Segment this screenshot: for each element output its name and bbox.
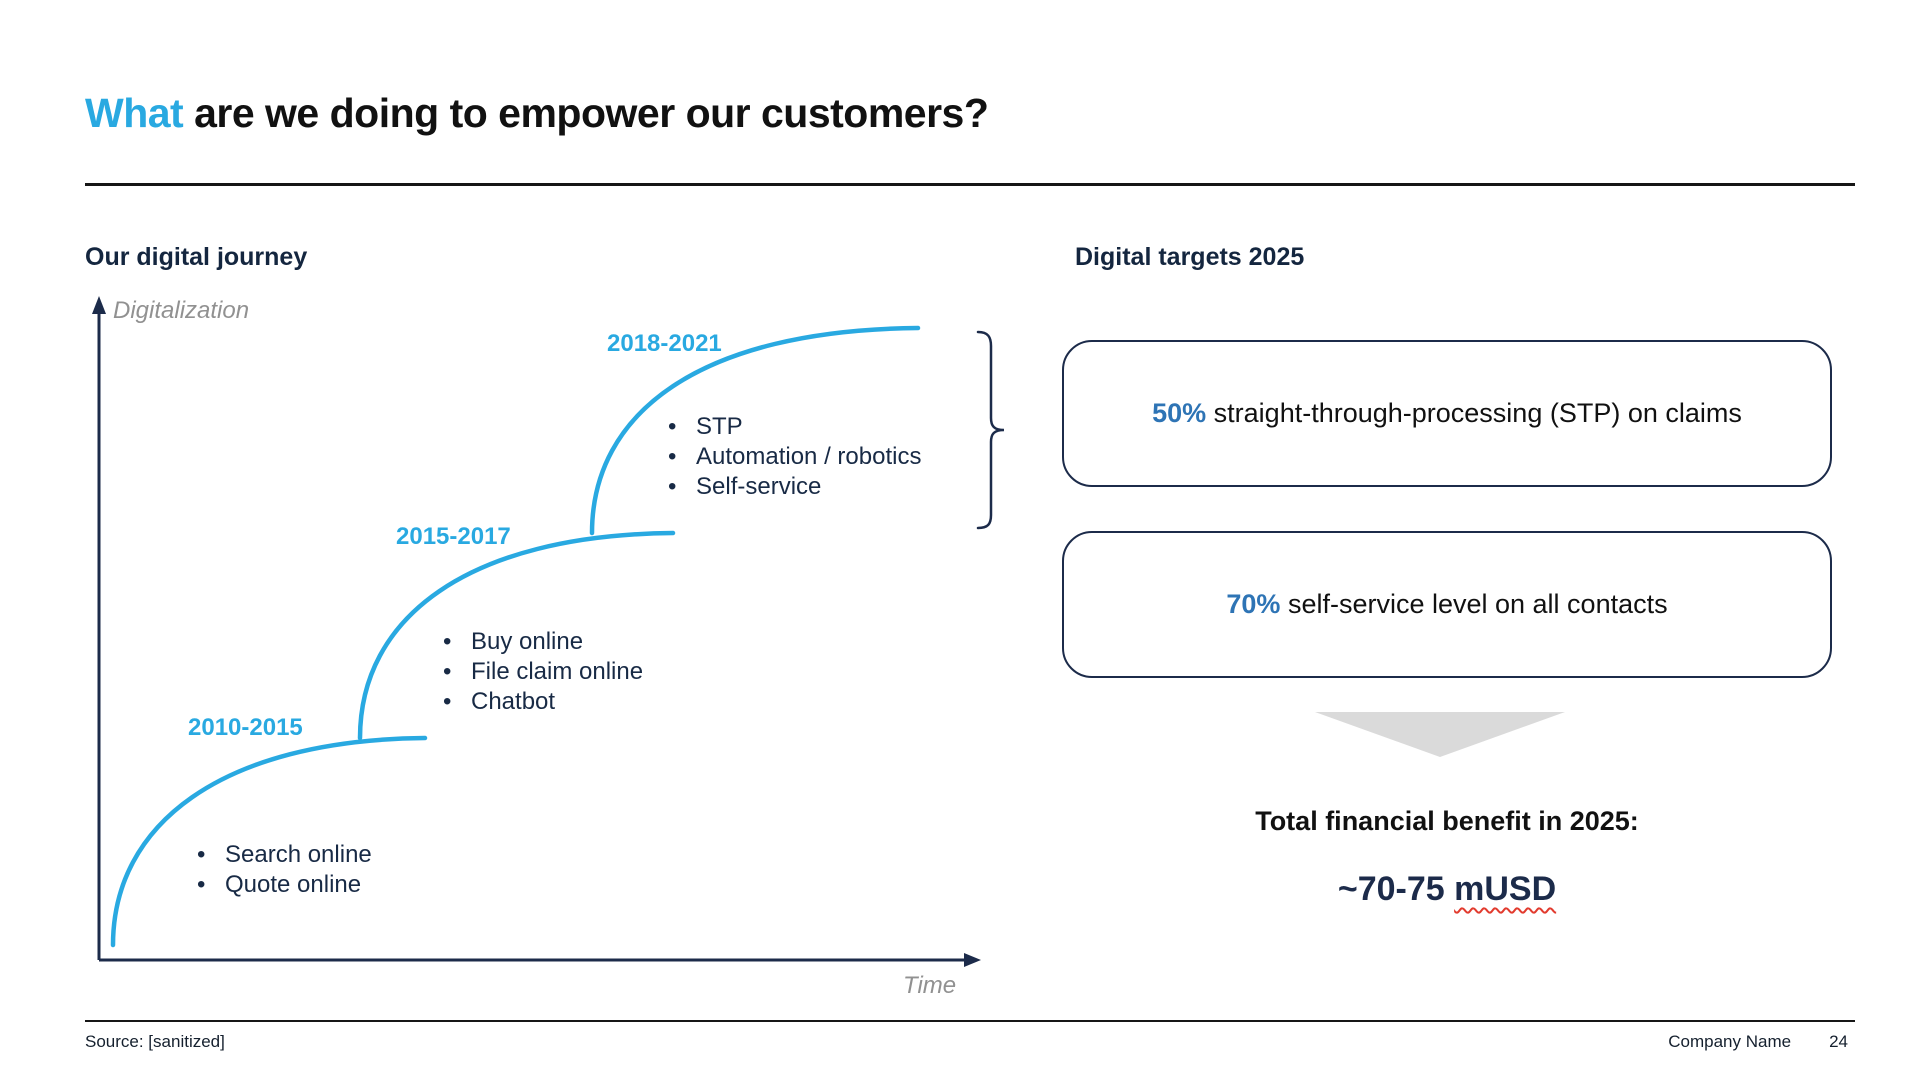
bullet-text: File claim online [471,658,644,685]
target-description: straight-through-processing (STP) on cla… [1206,398,1742,428]
list-item: File claim online [443,657,643,687]
target-box-text: 50% straight-through-processing (STP) on… [1152,398,1742,429]
list-item: Self-service [668,472,921,502]
target-box-text: 70% self-service level on all contacts [1226,589,1667,620]
bullet-text: Chatbot [471,688,556,715]
footer-divider [85,1020,1855,1022]
source-note: Source: [sanitized] [85,1032,225,1051]
list-item: Search online [197,840,372,870]
target-box-stp: 50% straight-through-processing (STP) on… [1062,340,1832,487]
page-title-highlight: What [85,90,184,136]
list-item: Chatbot [443,687,643,717]
benefit-label: Total financial benefit in 2025: [1255,806,1639,836]
bullet-text: Buy online [471,628,584,655]
list-item: Buy online [443,627,643,657]
stage-bullets-2018-2021: STP Automation / robotics Self-service [668,412,921,502]
benefit-value: ~70-75 mUSD [1062,870,1832,909]
journey-heading: Our digital journey [85,243,308,271]
bullet-text: Quote online [225,871,362,898]
target-box-self-service: 70% self-service level on all contacts [1062,531,1832,678]
bullet-text: Search online [225,841,372,868]
stage-bullets-2015-2017: Buy online File claim online Chatbot [443,627,643,717]
brace-icon [976,330,1005,530]
bullet-text: Automation / robotics [696,443,922,470]
footer-right: Company Name 24 [1668,1032,1848,1052]
list-item: Quote online [197,870,372,900]
x-axis-label: Time [903,972,957,999]
list-item: Automation / robotics [668,442,921,472]
list-item: STP [668,412,921,442]
stage-label-2018-2021: 2018-2021 [607,330,722,357]
benefit-amount: ~70-75 [1337,870,1455,908]
targets-heading: Digital targets 2025 [1075,243,1305,271]
y-axis-arrow-icon [92,296,106,314]
bullet-text: Self-service [696,473,822,500]
down-arrow-icon [1315,712,1565,757]
title-divider [85,183,1855,186]
company-name: Company Name [1668,1032,1792,1051]
target-description: self-service level on all contacts [1280,589,1668,619]
curve-stage-2015-2017 [357,530,676,741]
digital-journey-chart [92,296,1005,967]
target-percent: 50% [1152,398,1207,428]
x-axis-arrow-icon [964,953,981,967]
target-percent: 70% [1226,589,1281,619]
stage-bullets-2010-2015: Search online Quote online [197,840,372,900]
page-title: What are we doing to empower our custome… [85,90,989,137]
stage-label-2015-2017: 2015-2017 [396,523,511,550]
page-number: 24 [1829,1032,1848,1051]
benefit-unit: mUSD [1454,870,1557,908]
stage-label-2010-2015: 2010-2015 [188,714,303,741]
curve-stage-2010-2015 [110,735,428,948]
y-axis-label: Digitalization [113,297,250,324]
page-title-rest: are we doing to empower our customers? [183,90,989,136]
curve-stage-2018-2021 [589,325,921,536]
bullet-text: STP [696,413,743,440]
